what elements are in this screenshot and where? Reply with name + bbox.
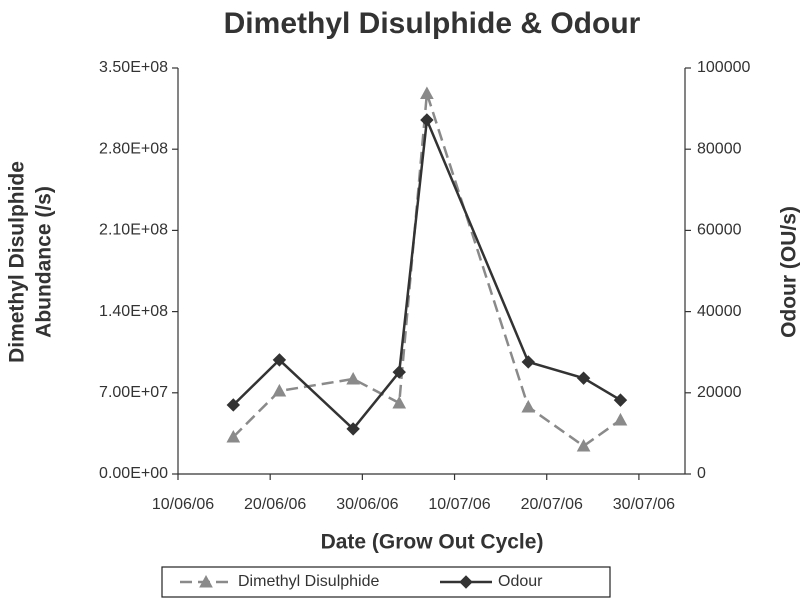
y-tick-label: 2.10E+08 xyxy=(99,222,168,239)
y2-tick-label: 80000 xyxy=(697,140,742,157)
point xyxy=(576,371,591,385)
y2-tick-label: 100000 xyxy=(697,59,750,76)
point xyxy=(392,395,407,409)
y2-tick-label: 60000 xyxy=(697,222,742,239)
y2-tick-label: 40000 xyxy=(697,303,742,320)
y-tick-label: 0.00E+00 xyxy=(99,465,168,482)
x-tick-label: 10/06/06 xyxy=(152,496,214,513)
series-line xyxy=(232,115,622,431)
y2-axis-label: Odour (OU/s) xyxy=(778,206,801,338)
point xyxy=(613,393,628,407)
x-axis-label: Date (Grow Out Cycle) xyxy=(321,531,544,554)
series-line xyxy=(232,93,622,448)
y2-tick-label: 0 xyxy=(697,465,706,482)
x-tick-label: 20/06/06 xyxy=(244,496,306,513)
point xyxy=(272,383,287,397)
x-tick-label: 20/07/06 xyxy=(521,496,583,513)
point xyxy=(346,371,360,385)
y-axis-label: Dimethyl Disulphide xyxy=(6,161,29,363)
legend-marker xyxy=(199,574,213,588)
y-tick-label: 1.40E+08 xyxy=(99,303,168,320)
point xyxy=(576,438,591,452)
point xyxy=(420,113,434,127)
point xyxy=(521,355,535,369)
point xyxy=(613,412,628,426)
x-tick-label: 10/07/06 xyxy=(428,496,490,513)
legend-box xyxy=(161,566,611,598)
chart-title: Dimethyl Disulphide & Odour xyxy=(224,7,641,40)
y-tick-label: 3.50E+08 xyxy=(99,59,168,76)
point xyxy=(272,353,287,367)
y-tick-label: 7.00E+07 xyxy=(99,384,168,401)
y-tick-label: 2.80E+08 xyxy=(99,140,168,157)
point xyxy=(226,429,241,443)
legend-marker xyxy=(459,575,473,589)
x-tick-label: 30/06/06 xyxy=(336,496,398,513)
point xyxy=(420,86,434,100)
point xyxy=(392,365,406,379)
y-axis-label: Abundance (/s) xyxy=(33,186,56,338)
y2-tick-label: 20000 xyxy=(697,384,742,401)
point xyxy=(226,398,241,412)
legend-text: Dimethyl Disulphide xyxy=(238,573,379,590)
x-tick-label: 30/07/06 xyxy=(613,496,675,513)
point xyxy=(346,422,360,436)
point xyxy=(521,399,536,413)
legend-text: Odour xyxy=(498,573,543,590)
